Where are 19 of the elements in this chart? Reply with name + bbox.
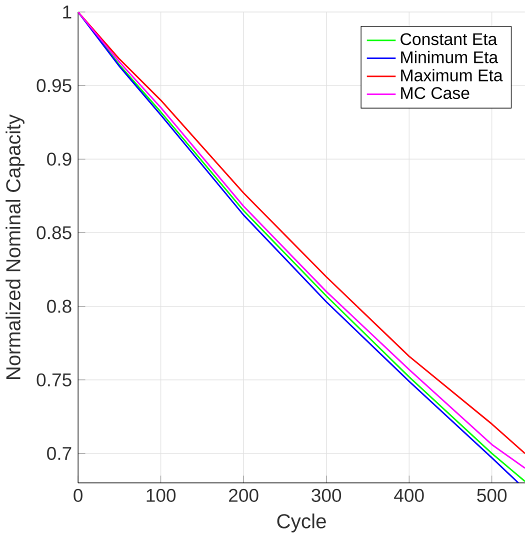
x-tick-label: 400 [394,488,424,502]
x-tick-label: 0 [74,488,82,502]
x-axis-title: Cycle [277,514,326,532]
y-tick-label: 1 [63,6,72,18]
x-tick-label: 200 [228,488,258,502]
legend-label: Constant Eta [400,33,498,46]
y-tick-label: 0.75 [36,373,72,386]
x-tick-label: 500 [477,488,506,502]
legend-label: Minimum Eta [401,50,498,64]
y-tick-label: 0.7 [46,446,72,460]
legend-label: MC Case [401,87,470,100]
y-tick-label: 0.85 [36,226,72,240]
x-tick-label: 100 [146,488,176,502]
y-tick-label: 0.8 [46,300,72,313]
y-axis-title: Normalized Nominal Capacity [5,114,24,379]
y-tick-label: 0.95 [36,79,72,92]
x-tick-label: 300 [311,488,341,502]
y-tick-label: 0.9 [46,152,72,166]
legend-label: Maximum Eta [401,68,503,82]
